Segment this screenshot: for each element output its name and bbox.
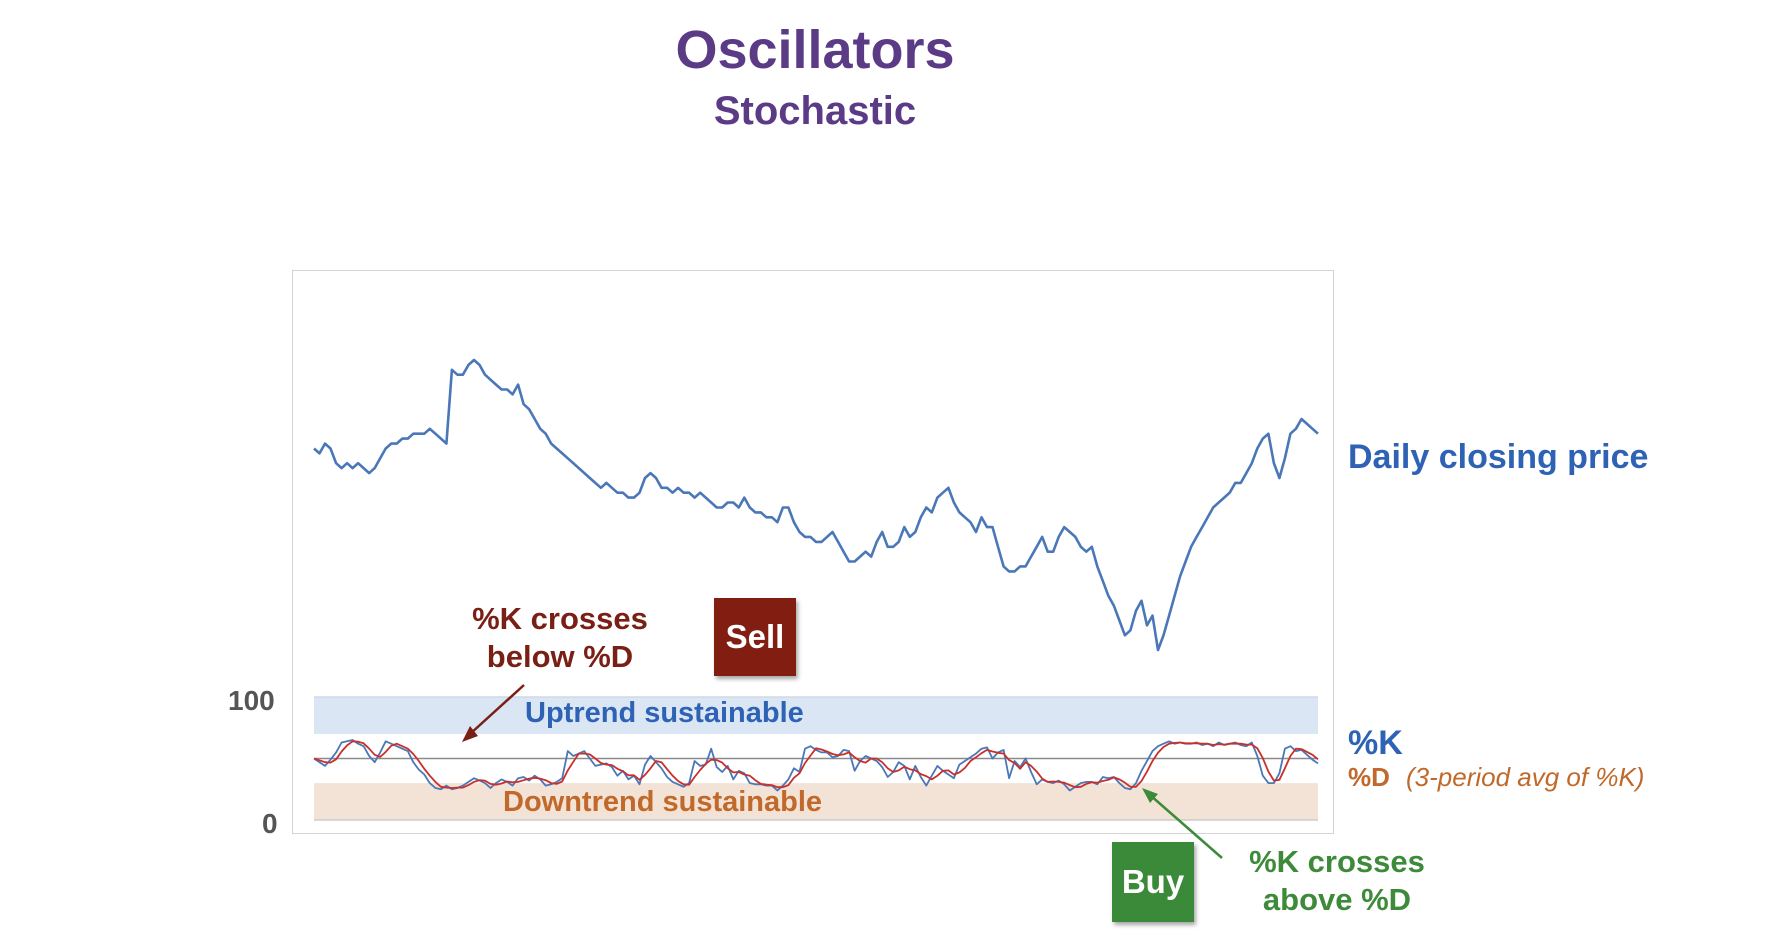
buy-arrow	[1142, 788, 1223, 859]
k-series-line	[313, 739, 1319, 792]
sell-signal-box: Sell	[714, 598, 796, 676]
d-series-label: %D	[1348, 762, 1390, 792]
y-tick-100: 100	[228, 685, 275, 716]
chart-frame	[292, 270, 1334, 834]
uptrend-band	[314, 697, 1318, 734]
page-title: Oscillators	[675, 20, 955, 80]
price-series-label: Daily closing price	[1348, 438, 1649, 476]
page-subtitle: Stochastic	[713, 89, 917, 133]
downtrend-band-label: Downtrend sustainable	[503, 786, 823, 818]
sell-arrow	[462, 684, 525, 742]
d-series-line	[313, 740, 1319, 789]
buy-signal-box: Buy	[1112, 842, 1194, 922]
y-tick-0: 0	[262, 808, 278, 839]
uptrend-band-label: Uptrend sustainable	[525, 697, 804, 729]
d-series-note: (3-period avg of %K)	[1406, 762, 1645, 792]
k-series-label: %K	[1348, 724, 1403, 762]
buy-annotation: %K crosses above %D	[1249, 844, 1425, 917]
price-series-line	[313, 358, 1319, 652]
sell-annotation: %K crosses below %D	[472, 601, 648, 674]
